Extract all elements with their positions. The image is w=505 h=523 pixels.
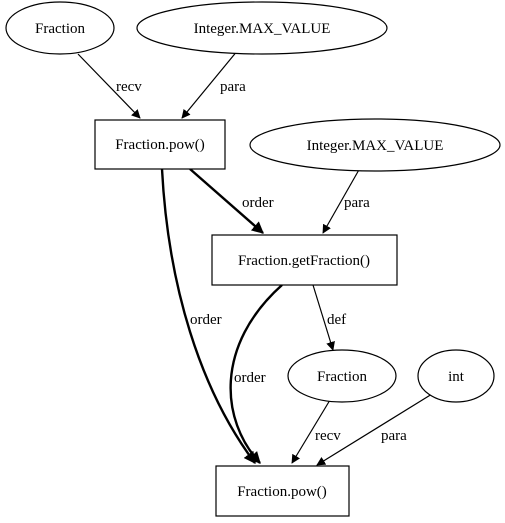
node-integer-max-value-top[interactable]: Integer.MAX_VALUE [136,1,388,55]
node-label: Fraction [317,369,367,385]
edges: recv para order para order def order re [77,49,433,466]
edge-label-para: para [381,428,407,444]
edge-label-recv: recv [116,79,142,95]
edge-maxvalue-mid-to-getfraction: para [322,167,370,234]
edge-label-para: para [220,79,246,95]
edge-getfraction-to-fraction-mid: def [312,284,346,351]
edge-maxvalue-top-to-pow-1: para [181,49,246,119]
node-label: int [448,369,465,385]
edge-fraction-mid-to-pow-2: recv [291,399,341,464]
nodes: Fraction Integer.MAX_VALUE Fraction.pow(… [5,1,501,517]
edge-label-recv: recv [315,428,341,444]
node-fraction-pow-2[interactable]: Fraction.pow() [215,465,350,517]
edge-fraction-top-to-pow-1: recv [77,53,142,119]
edge-pow-1-to-getfraction: order [189,168,274,234]
node-label: Fraction [35,21,85,37]
edge-label-para: para [344,195,370,211]
node-label: Fraction.pow() [115,137,205,153]
edge-label-order: order [234,370,266,386]
node-label: Fraction.getFraction() [238,253,370,269]
node-integer-max-value-mid[interactable]: Integer.MAX_VALUE [249,118,501,172]
edge-int-to-pow-2: para [316,393,433,466]
edge-label-def: def [327,312,346,328]
node-label: Integer.MAX_VALUE [194,21,331,37]
edge-label-order: order [190,312,222,328]
node-label: Fraction.pow() [237,484,327,500]
node-int[interactable]: int [417,349,495,403]
edge-pow-1-to-pow-2: order [160,168,256,464]
node-fraction-mid[interactable]: Fraction [287,349,397,403]
node-fraction-getfraction[interactable]: Fraction.getFraction() [211,234,398,286]
edge-label-order: order [242,195,274,211]
edge-getfraction-to-pow-2: order [229,284,283,464]
node-fraction-top[interactable]: Fraction [5,1,115,55]
node-label: Integer.MAX_VALUE [307,138,444,154]
node-fraction-pow-1[interactable]: Fraction.pow() [94,119,226,170]
